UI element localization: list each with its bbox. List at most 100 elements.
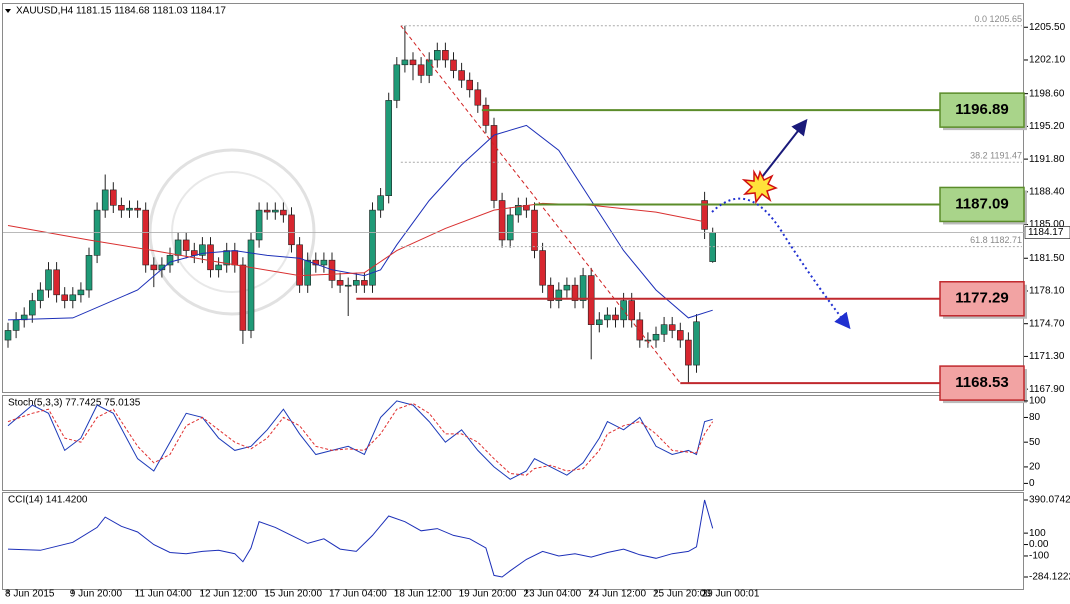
y-tick-label: 1191.80 xyxy=(1029,154,1065,165)
candle-body xyxy=(61,294,69,301)
x-tick-label: 15 Jun 20:00 xyxy=(264,589,322,600)
candle-body xyxy=(620,300,627,321)
cci-panel xyxy=(2,492,1024,590)
last-price-label: 1184.17 xyxy=(1028,227,1064,238)
candle-body xyxy=(101,189,109,211)
candle-body xyxy=(280,209,287,216)
candle-body xyxy=(685,339,692,366)
candle-body xyxy=(166,255,174,266)
candle-body xyxy=(385,100,393,196)
candle-body xyxy=(401,59,409,66)
candle-body xyxy=(126,207,133,211)
candle-body xyxy=(53,269,60,296)
fib-label: 38.2 1191.47 xyxy=(970,151,1022,161)
candle-body xyxy=(628,300,636,321)
y-tick-label: 1185.00 xyxy=(1029,219,1065,230)
level-label: 1168.53 xyxy=(955,374,1008,391)
candle-body xyxy=(69,294,77,301)
candle-body xyxy=(377,195,384,211)
candle-body xyxy=(393,64,401,101)
candle-body xyxy=(352,280,360,286)
x-tick-label: 23 Jun 04:00 xyxy=(523,589,581,600)
panel-title: CCI(14) 141.4200 xyxy=(8,495,88,506)
y-tick-label: 1198.60 xyxy=(1029,88,1065,99)
candle-body xyxy=(571,284,579,301)
y-tick-label: 1195.20 xyxy=(1029,121,1065,132)
panel-title: Stoch(5,3,3) 77.7425 75.0135 xyxy=(8,398,141,409)
x-tick-label: 17 Jun 04:00 xyxy=(329,589,387,600)
candle-body xyxy=(676,330,684,341)
candle-body xyxy=(693,321,700,366)
level-box xyxy=(939,365,1025,401)
candle-body xyxy=(4,330,12,341)
y-tick-label: -284.1222 xyxy=(1029,572,1070,583)
y-tick-label: 390.0742 xyxy=(1029,495,1070,506)
candle-body xyxy=(701,200,708,230)
candle-body xyxy=(247,239,255,331)
candle-body xyxy=(563,284,571,291)
x-tick-label: 12 Jun 12:00 xyxy=(199,589,257,600)
candle-body xyxy=(45,269,52,291)
y-tick-label: 20 xyxy=(1029,462,1041,473)
candle-body xyxy=(158,264,166,271)
x-tick-label: 11 Jun 04:00 xyxy=(135,589,193,600)
fib-label: 61.8 1182.71 xyxy=(970,235,1022,245)
level-label: 1196.89 xyxy=(955,101,1008,118)
candle-body xyxy=(182,239,190,251)
plot-layer: XAUUSD,H4 1181.15 1184.68 1181.03 1184.1… xyxy=(3,6,1070,600)
candle-body xyxy=(498,200,506,241)
y-tick-label: 1171.30 xyxy=(1029,351,1065,362)
y-tick-label: 80 xyxy=(1029,412,1041,423)
y-tick-label: 0.00 xyxy=(1029,539,1049,550)
candle-body xyxy=(409,59,417,66)
y-tick-label: 50 xyxy=(1029,437,1041,448)
down-arrow xyxy=(711,197,851,330)
y-tick-label: 1178.10 xyxy=(1029,286,1065,297)
x-tick-label: 29 Jun 00:01 xyxy=(702,589,760,600)
x-tick-label: 24 Jun 12:00 xyxy=(588,589,646,600)
y-tick-label: 1188.40 xyxy=(1029,186,1065,197)
candle-body xyxy=(514,205,522,216)
candle-body xyxy=(304,259,312,286)
candle-body xyxy=(223,250,230,266)
indicator-line xyxy=(7,400,713,480)
candle-body xyxy=(482,104,490,126)
candle-body xyxy=(369,209,376,286)
candle-body xyxy=(604,314,611,321)
candle-body xyxy=(271,209,279,213)
y-tick-label: 1181.50 xyxy=(1029,253,1065,264)
candle-body xyxy=(433,50,441,61)
candle-body xyxy=(652,333,660,341)
candle-body xyxy=(118,205,125,211)
last-price-box xyxy=(1024,226,1070,239)
level-box xyxy=(939,186,1025,223)
indicator-line xyxy=(7,499,714,578)
candle-body xyxy=(490,125,498,201)
y-tick-label: 1174.70 xyxy=(1029,318,1065,329)
candle-body xyxy=(668,324,676,331)
candle-body xyxy=(344,284,352,287)
candle-body xyxy=(450,59,457,71)
candle-body xyxy=(531,209,538,251)
candle-body xyxy=(417,64,425,76)
panel-title: XAUUSD,H4 1181.15 1184.68 1181.03 1184.1… xyxy=(16,6,226,17)
candle-body xyxy=(199,244,206,256)
candle-body xyxy=(458,70,465,81)
candle-body xyxy=(255,209,263,241)
candle-body xyxy=(336,280,344,286)
candle-body xyxy=(320,259,328,266)
candle-body xyxy=(466,79,474,91)
breakout-star xyxy=(741,169,778,204)
candle-body xyxy=(636,319,644,341)
candle-body xyxy=(539,250,546,286)
y-tick-label: 100 xyxy=(1029,528,1046,539)
candle-body xyxy=(12,319,20,331)
candle-body xyxy=(263,209,271,213)
candle-body xyxy=(442,50,449,61)
candle-body xyxy=(28,300,36,316)
y-tick-label: -100 xyxy=(1029,551,1049,562)
candle-body xyxy=(506,214,514,241)
candle-body xyxy=(215,264,222,271)
